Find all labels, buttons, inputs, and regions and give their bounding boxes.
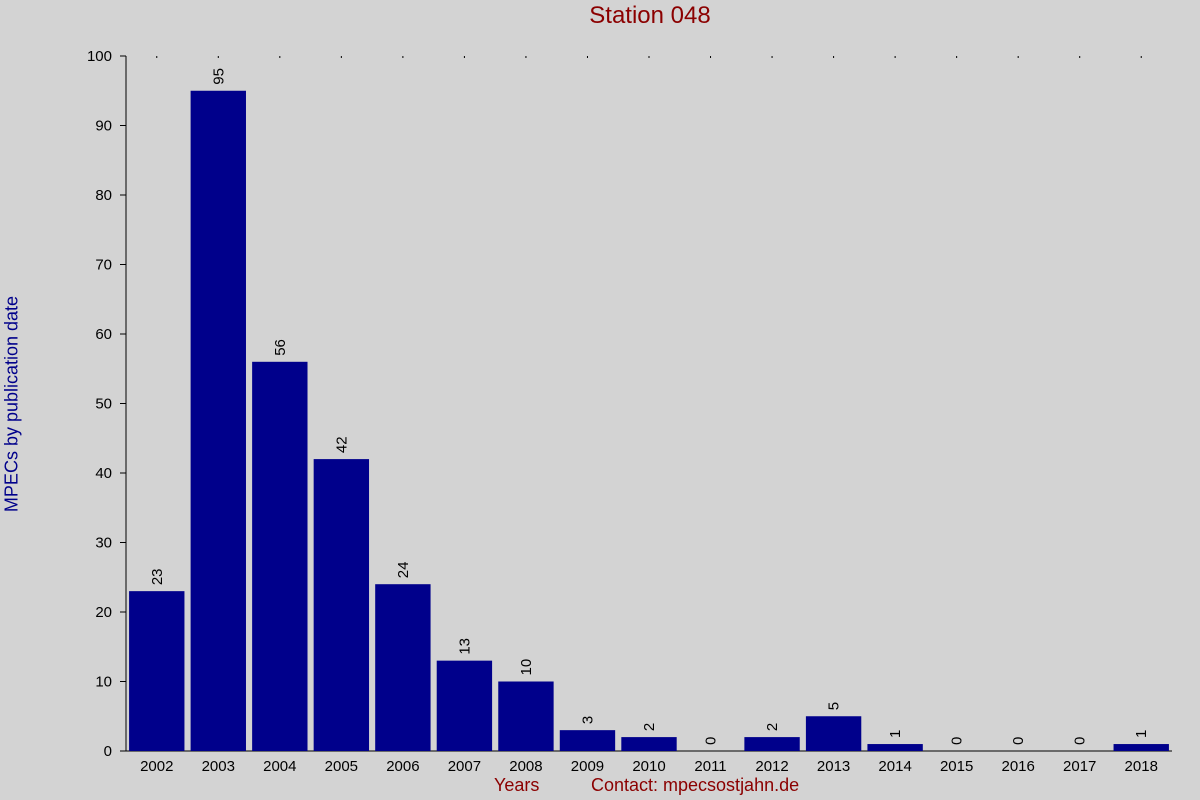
- bar: [129, 591, 185, 751]
- y-tick-label: 0: [104, 743, 112, 760]
- bar: [436, 660, 493, 751]
- y-tick-label: 30: [95, 535, 112, 552]
- bar: [559, 730, 616, 751]
- y-tick-label: 10: [95, 674, 112, 691]
- y-tick-label: 40: [95, 465, 112, 482]
- data-label: 5: [826, 702, 843, 710]
- bar: [498, 681, 554, 751]
- y-tick-label: 100: [87, 48, 112, 65]
- x-tick-label: 2002: [140, 758, 173, 775]
- bar: [621, 737, 677, 751]
- bar: [252, 361, 308, 751]
- x-tick-label: 2011: [694, 758, 726, 775]
- x-tick-label: 2016: [1001, 758, 1034, 775]
- bar: [190, 90, 246, 751]
- x-tick-label: 2012: [755, 758, 788, 775]
- data-label: 23: [149, 568, 166, 585]
- data-label: 3: [579, 716, 596, 724]
- y-tick-label: 90: [95, 118, 112, 135]
- data-label: 42: [333, 436, 350, 453]
- bar: [805, 716, 862, 751]
- x-tick-label: 2014: [878, 758, 911, 775]
- x-tick-label: 2015: [940, 758, 973, 775]
- y-tick-label: 80: [95, 187, 112, 204]
- x-tick-label: 2006: [386, 758, 419, 775]
- data-label: 95: [210, 68, 227, 85]
- data-label: 0: [703, 737, 720, 745]
- data-label: 56: [272, 339, 289, 356]
- x-tick-label: 2009: [571, 758, 604, 775]
- y-tick-label: 60: [95, 326, 112, 343]
- data-label: 2: [764, 723, 781, 731]
- data-label: 13: [456, 638, 473, 655]
- contact-footer: Contact: mpecsοstjahn.de: [591, 775, 800, 795]
- data-label: 24: [395, 562, 412, 579]
- data-label: 0: [1010, 737, 1027, 745]
- x-tick-label: 2010: [632, 758, 665, 775]
- x-tick-label: 2003: [202, 758, 235, 775]
- x-tick-label: 2013: [817, 758, 850, 775]
- bar: [1113, 744, 1169, 751]
- data-label: 0: [949, 737, 966, 745]
- x-tick-label: 2008: [509, 758, 542, 775]
- bar: [867, 744, 923, 751]
- data-label: 2: [641, 723, 658, 731]
- bar: [313, 459, 370, 751]
- bar: [375, 584, 431, 751]
- chart-title: Station 048: [589, 2, 711, 29]
- x-tick-label: 2004: [263, 758, 296, 775]
- x-axis-label: Years: [494, 775, 540, 795]
- x-tick-label: 2005: [325, 758, 358, 775]
- x-tick-label: 2007: [448, 758, 481, 775]
- data-label: 10: [518, 659, 535, 676]
- bar: [744, 737, 800, 751]
- x-tick-label: 2018: [1125, 758, 1158, 775]
- y-tick-label: 20: [95, 604, 112, 621]
- data-label: 1: [1133, 730, 1150, 738]
- x-tick-label: 2017: [1063, 758, 1096, 775]
- y-tick-label: 70: [95, 257, 112, 274]
- data-label: 1: [887, 730, 904, 738]
- y-tick-label: 50: [95, 396, 112, 413]
- data-label: 0: [1072, 737, 1089, 745]
